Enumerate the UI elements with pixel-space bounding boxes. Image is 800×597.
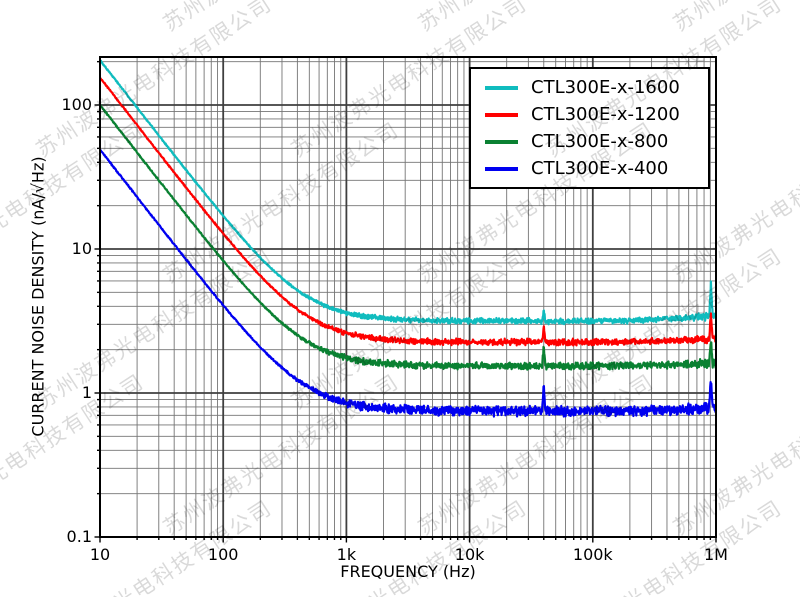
legend-item: CTL300E-x-800 <box>471 129 708 155</box>
y-tick-10: 10 <box>71 239 92 258</box>
x-tick-1M: 1M <box>704 545 728 564</box>
legend-line-swatch-1600 <box>485 85 518 90</box>
x-tick-100: 100 <box>207 545 239 564</box>
legend-line-swatch-800 <box>485 139 518 144</box>
grid-minor <box>100 57 716 537</box>
series-CTL300E-x-1600 <box>100 59 716 326</box>
tick-marks <box>94 60 717 543</box>
legend-label: CTL300E-x-1600 <box>531 77 680 98</box>
legend-item: CTL300E-x-1200 <box>471 102 708 128</box>
x-tick-10: 10 <box>89 545 111 564</box>
series-CTL300E-x-1200 <box>100 77 716 347</box>
x-tick-10k: 10k <box>454 545 485 564</box>
legend-label: CTL300E-x-1200 <box>531 104 680 125</box>
x-tick-1k: 1k <box>336 545 357 564</box>
legend-label: CTL300E-x-800 <box>531 131 669 152</box>
legend-line-swatch-400 <box>485 166 518 171</box>
legend-line-swatch-1200 <box>485 112 518 117</box>
axes-frame <box>99 56 717 538</box>
y-tick-1: 1 <box>81 383 92 402</box>
x-tick-100k: 100k <box>572 545 613 564</box>
legend-item: CTL300E-x-1600 <box>471 75 708 101</box>
legend-label: CTL300E-x-400 <box>531 158 669 179</box>
legend-item: CTL300E-x-400 <box>471 156 708 182</box>
series-CTL300E-x-800 <box>100 103 716 371</box>
legend: CTL300E-x-1600 CTL300E-x-1200 CTL300E-x-… <box>469 67 710 189</box>
y-axis-label: CURRENT NOISE DENSITY (nA/√Hz) <box>28 156 48 437</box>
y-tick-0.1: 0.1 <box>66 527 92 546</box>
series-CTL300E-x-400 <box>100 148 716 418</box>
y-tick-100: 100 <box>61 95 92 114</box>
x-axis-label: FREQUENCY (Hz) <box>340 562 476 581</box>
